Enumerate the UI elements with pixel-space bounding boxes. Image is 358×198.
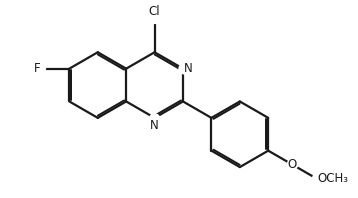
Circle shape bbox=[149, 114, 160, 124]
Circle shape bbox=[35, 64, 45, 74]
Text: O: O bbox=[288, 158, 297, 171]
Circle shape bbox=[287, 159, 297, 170]
Circle shape bbox=[313, 173, 323, 184]
Text: N: N bbox=[150, 119, 159, 132]
Text: F: F bbox=[34, 62, 40, 75]
Circle shape bbox=[149, 13, 160, 23]
Text: Cl: Cl bbox=[149, 5, 160, 18]
Text: N: N bbox=[184, 62, 193, 75]
Circle shape bbox=[179, 64, 189, 74]
Text: OCH₃: OCH₃ bbox=[318, 172, 349, 185]
